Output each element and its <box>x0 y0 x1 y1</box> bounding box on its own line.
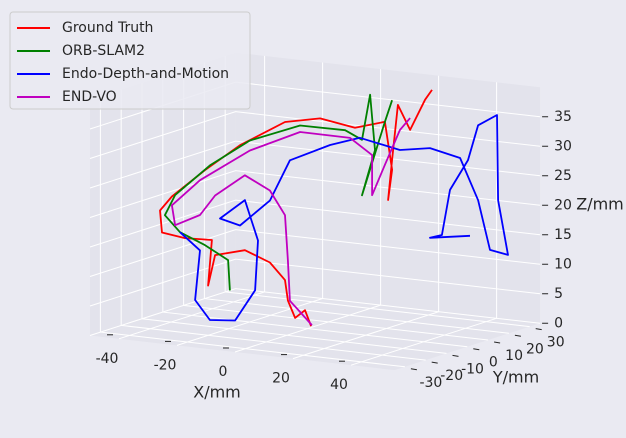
y-tick-label: -10 <box>461 361 484 377</box>
z-grid-line <box>89 229 541 277</box>
x-tick-label: -20 <box>154 357 177 373</box>
z-tick-label: 20 <box>554 197 572 213</box>
y-tick-label: -30 <box>419 375 442 391</box>
legend-label: END-VO <box>62 89 117 105</box>
legend: Ground Truth ORB-SLAM2 Endo-Depth-and-Moti… <box>9 11 251 110</box>
series-line <box>170 117 411 326</box>
y-axis-label: Y/mm <box>492 368 539 387</box>
x-tick-label: 20 <box>272 371 290 387</box>
legend-label: ORB-SLAM2 <box>62 43 145 59</box>
series-line <box>163 93 393 291</box>
y-tick <box>494 341 501 344</box>
x-tick-label: 40 <box>330 377 348 393</box>
legend-label: Endo-Depth-and-Motion <box>62 66 229 82</box>
z-tick-label: 35 <box>554 109 572 125</box>
z-tick-label: 10 <box>554 256 572 272</box>
y-tick <box>514 334 521 337</box>
y-tick-label: 30 <box>547 335 565 351</box>
legend-label: Ground Truth <box>62 20 153 36</box>
z-grid-line <box>89 140 541 189</box>
z-axis-label: Z/mm <box>576 195 624 214</box>
x-tick-label: -40 <box>96 351 119 367</box>
y-tick-label: 10 <box>505 348 523 364</box>
y-tick <box>431 361 438 364</box>
z-grid-line <box>89 199 541 248</box>
z-tick-label: 15 <box>554 227 572 243</box>
z-tick-label: 30 <box>554 138 572 154</box>
labels: X/mm Y/mm Z/mm -40 -20 0 20 40 -30-20-10 0 10 20… <box>96 109 624 402</box>
y-tick-label: 20 <box>526 341 544 357</box>
y-tick-label: -20 <box>440 368 463 384</box>
z-tick-label: 0 <box>554 315 563 331</box>
x-axis-label: X/mm <box>193 383 241 402</box>
z-grid-line <box>89 288 541 336</box>
z-grid-line <box>89 258 541 307</box>
lines <box>159 89 509 327</box>
y-tick <box>473 348 480 351</box>
series-line <box>179 114 509 322</box>
z-tick-label: 25 <box>554 168 572 184</box>
z-tick-label: 5 <box>554 286 563 302</box>
grid <box>89 55 549 371</box>
y-tick <box>410 368 417 371</box>
z-grid-line <box>89 111 541 159</box>
y-tick-label: 0 <box>489 355 498 371</box>
y-tick <box>452 354 459 357</box>
y-tick <box>535 328 542 331</box>
x-tick-label: 0 <box>219 364 228 380</box>
legend-box <box>9 11 251 110</box>
z-grid-line <box>89 170 541 218</box>
series-line <box>159 89 433 327</box>
